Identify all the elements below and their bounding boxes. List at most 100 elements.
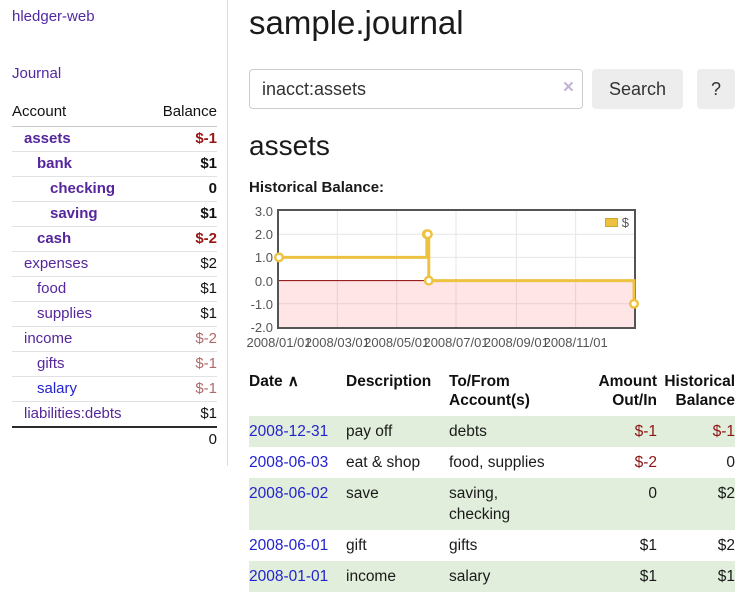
register-accounts: saving, checking [449, 478, 579, 530]
account-balance: $1 [149, 151, 217, 177]
x-axis-tick-label: 2008/05/01 [364, 335, 430, 350]
register-row: 2008-06-03 eat & shop food, supplies $-2 0 [249, 447, 735, 478]
account-row: saving $1 [12, 201, 217, 227]
x-axis-tick-label: 2008/09/01 [483, 335, 549, 350]
sidebar-account-link[interactable]: cash [37, 230, 72, 247]
sidebar-account-link[interactable]: saving [50, 205, 98, 222]
register-amount: $-2 [634, 454, 657, 471]
account-balance: $-1 [195, 130, 217, 147]
legend-swatch-icon [604, 218, 618, 227]
sidebar-account-link[interactable]: gifts [37, 355, 65, 372]
register-row: 2008-12-31 pay off debts $-1 $-1 [249, 416, 735, 447]
register-amount: $-1 [579, 416, 659, 447]
y-axis-tick-label: -2.0 [250, 320, 273, 335]
y-axis-tick-label: -1.0 [250, 296, 273, 312]
sidebar-account-link[interactable]: bank [37, 155, 73, 172]
legend-label: $ [621, 215, 629, 230]
column-header-description[interactable]: Description [346, 373, 432, 390]
register-amount: 0 [579, 478, 659, 530]
app-brand-link[interactable]: hledger-web [12, 8, 95, 25]
sidebar-account-link[interactable]: checking [50, 180, 116, 197]
x-axis-tick-label: 2008/11/01 [543, 335, 608, 350]
search-form: × Search ? [249, 69, 735, 109]
accounts-table: Account Balance assets $-1 bank $1 checking 0… [12, 99, 217, 452]
register-accounts: salary [449, 561, 579, 592]
y-axis-tick-label: 1.0 [254, 250, 273, 266]
x-axis-tick-label: 2008/01/01 [246, 335, 312, 350]
register-balance: $2 [717, 537, 735, 554]
column-header-balance[interactable]: Historical Balance [664, 373, 735, 409]
register-date-link[interactable]: 2008-06-01 [249, 537, 329, 554]
sort-ascending-icon: ∧ [287, 373, 299, 390]
accounts-column-header[interactable]: Account [12, 99, 150, 127]
register-amount: $1 [639, 537, 657, 554]
account-row: bank $1 [12, 151, 217, 177]
register-table: Date ∧ Description To/From Account(s) Amo… [249, 369, 735, 592]
register-date-link[interactable]: 2008-06-02 [249, 485, 329, 502]
register-description: save [346, 478, 449, 530]
account-heading: assets [249, 130, 330, 161]
sidebar: hledger-web Journal Account Balance asse… [0, 0, 228, 466]
account-balance: $-2 [149, 226, 217, 252]
y-axis-tick-label: 2.0 [254, 227, 273, 243]
register-accounts: gifts [449, 537, 478, 554]
register-accounts: food, supplies [449, 454, 545, 471]
register-row: 2008-06-02 save saving, checking 0 $2 [249, 478, 735, 530]
search-input[interactable] [249, 69, 583, 109]
account-balance: $-1 [149, 351, 217, 377]
register-description: income [346, 561, 449, 592]
chart-plot-area: $ [274, 209, 640, 329]
register-description: gift [346, 537, 367, 554]
y-axis-tick-label: 0.0 [254, 273, 273, 289]
sidebar-account-link[interactable]: food [37, 280, 67, 297]
account-row: cash $-2 [12, 226, 217, 252]
register-balance: $-1 [659, 416, 735, 447]
sidebar-account-link[interactable]: expenses [24, 255, 89, 272]
x-axis-tick-label: 2008/03/01 [304, 335, 370, 350]
sidebar-account-link[interactable]: supplies [37, 305, 93, 322]
y-axis-tick-label: 3.0 [254, 204, 273, 219]
balance-column-header[interactable]: Balance [149, 99, 217, 127]
account-row: expenses $2 [12, 251, 217, 277]
sidebar-account-link[interactable]: income [24, 330, 73, 347]
nav-journal-link[interactable]: Journal [12, 65, 62, 82]
sidebar-nav: Journal [12, 25, 217, 83]
main-content: sample.journal × Search ? assets Histori… [228, 0, 742, 592]
account-balance: $1 [149, 276, 217, 302]
account-balance: 0 [149, 176, 217, 202]
register-balance: $2 [659, 478, 735, 530]
column-header-accounts[interactable]: To/From Account(s) [449, 373, 530, 409]
register-date-link[interactable]: 2008-12-31 [249, 423, 329, 440]
clear-search-icon[interactable]: × [562, 77, 574, 98]
register-description: pay off [346, 416, 449, 447]
register-header-row: Date ∧ Description To/From Account(s) Amo… [249, 369, 735, 416]
account-balance: $1 [149, 401, 217, 427]
chart-legend: $ [602, 214, 631, 231]
search-input-wrap: × [249, 69, 583, 109]
historical-balance-chart: $ 3.0 2.0 1.0 0.0 -1.0 -2.0 2008/01/01 2008/03/… [246, 204, 735, 351]
sidebar-account-link[interactable]: assets [24, 130, 71, 147]
account-row: income $-2 [12, 326, 217, 352]
chart-title: Historical Balance: [249, 179, 385, 196]
sidebar-account-link[interactable]: salary [37, 380, 78, 397]
register-description: eat & shop [346, 454, 421, 471]
accounts-total-balance: 0 [149, 426, 217, 452]
account-row: checking 0 [12, 176, 217, 202]
account-row: food $1 [12, 276, 217, 302]
search-button[interactable]: Search [591, 69, 683, 109]
column-header-amount[interactable]: Amount Out/In [598, 373, 657, 409]
register-balance: $1 [659, 561, 735, 592]
x-axis-tick-label: 2008/07/01 [423, 335, 489, 350]
chart-canvas [274, 211, 640, 327]
register-date-link[interactable]: 2008-01-01 [249, 568, 329, 585]
account-balance: $1 [149, 201, 217, 227]
page-title: sample.journal [249, 4, 464, 41]
register-date-link[interactable]: 2008-06-03 [249, 454, 329, 471]
help-button[interactable]: ? [696, 69, 735, 109]
column-header-date[interactable]: Date ∧ [249, 373, 299, 390]
sidebar-account-link[interactable]: liabilities:debts [24, 405, 122, 422]
account-row: assets $-1 [12, 127, 217, 152]
register-row: 2008-01-01 income salary $1 $1 [249, 561, 735, 592]
accounts-total-row: 0 [12, 426, 217, 452]
